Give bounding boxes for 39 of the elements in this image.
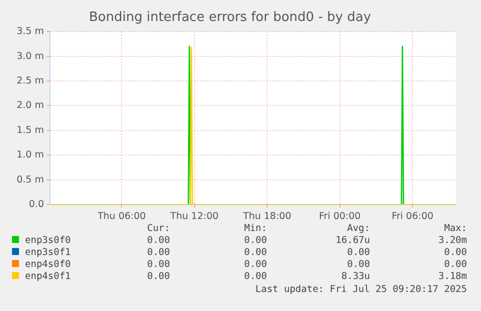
text: 0.00 [146,234,170,246]
text: 0.00 [346,258,370,270]
y-tick-label: 1.5 m [16,124,44,136]
text: 0.00 [243,234,267,246]
y-tick-label: 1.0 m [16,150,44,161]
text: Avg: [346,222,370,234]
text: 0.00 [243,258,267,270]
x-tick-label: Thu 18:00 [242,210,292,222]
text: 0.00 [346,246,370,258]
y-tick-label: 0.5 m [16,174,44,186]
y-tick-label: 3.0 m [16,50,44,62]
text: 0.00 [443,246,467,258]
x-tick-label: Fri 00:00 [318,210,361,222]
text: 0.00 [146,246,170,258]
text: 0.00 [243,270,267,282]
y-tick-label: 2.5 m [16,75,44,86]
text: 3.20m [437,234,467,246]
text: 0.00 [146,258,170,270]
x-tick-label: Thu 12:00 [169,210,219,222]
legend-label: enp4s0f1 [24,270,72,282]
text: Min: [243,222,267,234]
text: 16.67u [334,234,370,246]
x-tick-label: Fri 06:00 [392,210,434,222]
text: 3.18m [437,270,467,282]
y-tick-label: 3.5 m [16,26,44,38]
text: Max: [443,222,467,234]
chart-title: Bonding interface errors for bond0 - by day [88,10,372,26]
legend-label: enp3s0f0 [24,234,72,246]
text: 8.33u [340,270,370,282]
legend-label: enp3s0f1 [24,246,72,258]
text: Last update: Fri Jul 25 09:20:17 2025 [255,284,467,295]
text: Cur: [146,222,170,234]
text: 0.00 [243,246,267,258]
text: 0.00 [443,258,467,270]
text: 0.00 [146,270,170,282]
y-tick-label: 0.0 [28,199,44,210]
legend-label: enp4s0f0 [24,258,72,270]
y-tick-label: 2.0 m [16,100,44,112]
x-tick-label: Thu 06:00 [96,210,146,222]
